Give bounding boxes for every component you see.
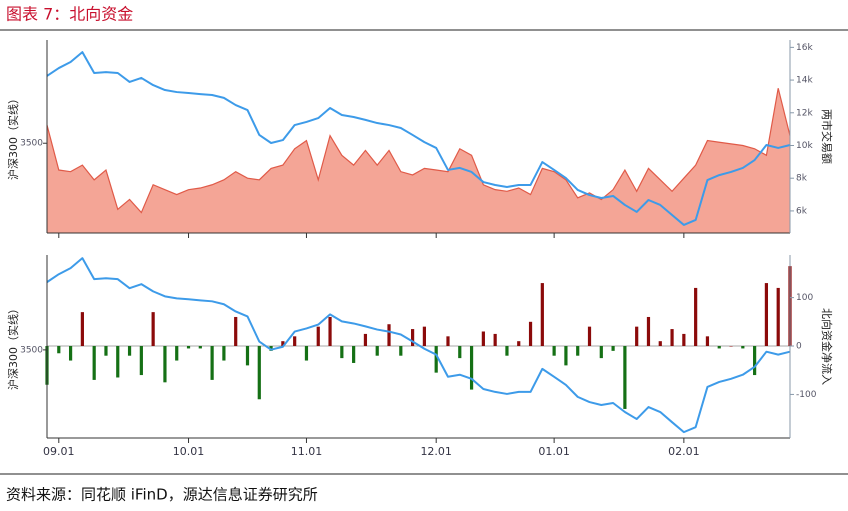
bar: [104, 346, 108, 356]
bar: [552, 346, 556, 356]
y-axis-label: 沪深300（实线）: [6, 93, 20, 180]
bar: [281, 341, 285, 347]
bar: [729, 346, 733, 347]
bar: [623, 346, 627, 409]
bar: [186, 346, 191, 349]
bar: [741, 346, 745, 349]
x-tick-label: 09.01: [43, 445, 75, 458]
bar: [481, 331, 485, 347]
bar: [92, 346, 96, 380]
y2-tick-label: 100: [796, 293, 813, 303]
y2-tick-label: 10k: [796, 141, 813, 151]
bar: [599, 346, 603, 359]
bar: [210, 346, 214, 380]
bar: [269, 346, 273, 351]
y2-tick-label: 12k: [796, 108, 813, 118]
bar: [127, 346, 132, 356]
bar: [163, 346, 167, 383]
bar: [458, 346, 462, 359]
y2-tick-label: 6k: [796, 206, 808, 216]
bar: [764, 283, 769, 347]
bar: [198, 346, 202, 349]
bar: [80, 312, 84, 347]
line-series: [46, 51, 791, 226]
bar: [222, 346, 226, 361]
bar: [387, 324, 391, 347]
bar: [705, 336, 710, 347]
bar: [422, 326, 426, 347]
bar: [646, 316, 651, 347]
bar: [587, 326, 592, 347]
bar: [505, 346, 509, 356]
x-tick-label: 02.01: [668, 445, 700, 458]
bar: [670, 329, 674, 347]
bar: [352, 346, 356, 363]
bar: [293, 336, 297, 347]
y2-tick-label: 14k: [796, 76, 813, 86]
bar: [528, 321, 533, 347]
bar: [564, 346, 568, 366]
bar: [635, 326, 639, 347]
bar: [517, 341, 521, 347]
bar: [340, 346, 344, 359]
y2-tick-label: 8k: [796, 174, 808, 184]
y2-tick-label: -100: [796, 390, 817, 400]
bar: [175, 346, 179, 361]
bar: [57, 346, 61, 354]
bar: [776, 287, 780, 347]
bar: [411, 329, 415, 347]
bar: [469, 346, 474, 390]
bar: [328, 316, 332, 347]
bar: [611, 346, 615, 351]
bar: [434, 346, 438, 373]
bar: [316, 326, 320, 347]
y2-tick-label: 16k: [796, 43, 813, 53]
bar: [375, 346, 379, 356]
bar: [304, 346, 309, 361]
bar: [658, 341, 662, 347]
bar: [399, 346, 403, 356]
bar: [68, 346, 73, 361]
bar: [151, 312, 155, 347]
bar: [493, 333, 497, 347]
source-note: 资料来源：同花顺 iFinD，源达信息证券研究所: [6, 486, 318, 504]
bar: [257, 346, 261, 400]
page-title: 图表 7：北向资金: [6, 5, 133, 24]
x-tick-label: 12.01: [420, 445, 452, 458]
bar: [576, 346, 580, 356]
bar: [717, 346, 721, 349]
bar: [116, 346, 120, 378]
area-line: [46, 88, 791, 214]
bar: [446, 336, 450, 347]
x-tick-label: 01.01: [538, 445, 570, 458]
x-tick-label: 11.01: [291, 445, 323, 458]
y-tick-label: 3500: [20, 139, 43, 149]
bar: [540, 283, 544, 347]
bar: [753, 346, 757, 376]
bar: [694, 287, 698, 347]
bar: [245, 346, 250, 366]
line-series: [46, 257, 791, 434]
bar: [234, 316, 238, 347]
area-fill: [47, 88, 790, 233]
x-tick-label: 10.01: [173, 445, 205, 458]
y2-tick-label: 0: [796, 342, 802, 352]
bar: [682, 333, 686, 347]
y2-axis-label: 两市交易额: [820, 109, 834, 164]
bar: [139, 346, 143, 376]
y-axis-label: 沪深300（实线）: [6, 303, 20, 390]
y-tick-label: 3500: [20, 345, 43, 355]
y2-axis-label: 北向资金净流入: [820, 308, 834, 385]
bar: [363, 333, 368, 347]
